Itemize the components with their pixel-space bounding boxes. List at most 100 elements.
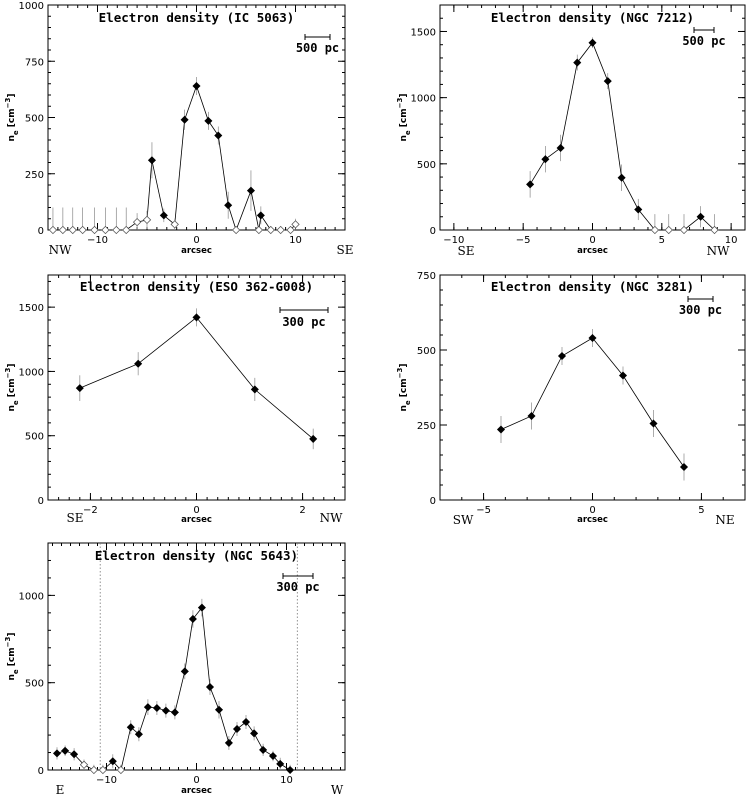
y-tick-label: 0 bbox=[38, 766, 44, 777]
series-line bbox=[529, 41, 715, 231]
panel-ngc3281: −5 0 5 0 250 500 750 Electron density (NGC 3281… bbox=[396, 271, 746, 527]
data-point-open bbox=[254, 225, 264, 235]
y-tick-label: 500 bbox=[25, 432, 44, 443]
y-tick-label: 500 bbox=[417, 346, 436, 357]
data-point bbox=[246, 186, 255, 195]
x-tick-label: 2 bbox=[299, 505, 305, 516]
data-point bbox=[188, 614, 197, 623]
data-point bbox=[573, 58, 582, 67]
series-line bbox=[56, 606, 291, 771]
x-axis-label: arcsec bbox=[181, 786, 212, 796]
data-point bbox=[603, 77, 612, 86]
data-point bbox=[159, 211, 168, 220]
data-point bbox=[204, 116, 213, 125]
y-tick-label: 0 bbox=[430, 496, 436, 507]
data-point bbox=[143, 703, 152, 712]
y-tick-label: 250 bbox=[417, 421, 436, 432]
x-tick-label: 0 bbox=[193, 235, 199, 246]
data-point bbox=[224, 201, 233, 210]
y-tick-label: 1500 bbox=[411, 27, 436, 38]
x-tick-label: 10 bbox=[280, 775, 293, 786]
y-tick-label: 500 bbox=[25, 679, 44, 690]
y-tick-label: 750 bbox=[417, 271, 436, 282]
data-point-open bbox=[122, 225, 131, 235]
data-point bbox=[70, 750, 79, 759]
data-point-open bbox=[142, 215, 152, 225]
series-line bbox=[53, 84, 296, 232]
y-tick-label: 1000 bbox=[19, 367, 44, 378]
data-point bbox=[256, 211, 265, 220]
y-tick-label: 0 bbox=[38, 226, 44, 237]
data-point bbox=[161, 706, 170, 715]
data-point-open bbox=[48, 225, 58, 235]
y-tick-label: 0 bbox=[430, 226, 436, 237]
chart-title: Electron density (ESO 362-G008) bbox=[80, 279, 313, 294]
data-point bbox=[214, 131, 223, 140]
data-point-open bbox=[650, 225, 660, 235]
data-point-open bbox=[112, 225, 121, 235]
chart-title: Electron density (NGC 7212) bbox=[491, 10, 694, 25]
y-axis-label: ne [cm−3] bbox=[4, 93, 20, 141]
data-point-open bbox=[132, 217, 142, 227]
data-point bbox=[126, 723, 135, 732]
data-point bbox=[259, 745, 268, 754]
data-point bbox=[214, 705, 224, 714]
series-line bbox=[500, 337, 685, 468]
chart-title: Electron density (NGC 3281) bbox=[491, 279, 694, 294]
y-axis-label: ne [cm−3] bbox=[396, 93, 412, 141]
panel-ic5063: −10 0 10 0 250 500 750 1000 Electron density (IC… bbox=[4, 1, 353, 257]
data-point-open bbox=[710, 225, 719, 235]
data-point bbox=[309, 434, 318, 443]
data-point-open bbox=[89, 765, 99, 775]
data-point-open bbox=[291, 220, 300, 229]
data-point bbox=[52, 749, 62, 758]
panel-eso362: −2 0 2 0 500 1000 1500 Electron density (ESO 36… bbox=[4, 274, 346, 525]
y-axis-label: ne [cm−3] bbox=[4, 363, 20, 411]
data-point bbox=[527, 411, 536, 421]
x-tick-label: 5 bbox=[698, 505, 704, 516]
x-tick-label: −10 bbox=[87, 235, 108, 246]
y-tick-label: 250 bbox=[25, 170, 44, 181]
x-tick-label: 0 bbox=[589, 235, 595, 246]
data-point bbox=[286, 765, 295, 775]
data-point bbox=[224, 738, 233, 747]
x-tick-label: 0 bbox=[589, 505, 595, 516]
y-tick-label: 0 bbox=[38, 496, 44, 507]
data-point bbox=[276, 759, 285, 768]
chart-title: Electron density (NGC 5643) bbox=[95, 548, 298, 563]
data-point-open bbox=[170, 220, 179, 229]
data-point bbox=[134, 359, 143, 368]
data-point bbox=[250, 729, 259, 738]
data-point-open bbox=[78, 225, 87, 235]
direction-label-right: SE bbox=[337, 243, 354, 257]
data-point bbox=[696, 212, 705, 221]
direction-label-right: W bbox=[331, 783, 344, 796]
y-tick-label: 1000 bbox=[19, 591, 44, 602]
data-point bbox=[526, 180, 535, 189]
data-point bbox=[192, 81, 201, 91]
data-point bbox=[180, 115, 189, 124]
panel-ngc7212: −10 −5 0 5 10 0 500 1000 1500 Electron density (N… bbox=[396, 4, 746, 258]
data-point bbox=[588, 38, 597, 47]
x-tick-label: −10 bbox=[443, 235, 464, 246]
data-point-open bbox=[90, 225, 99, 235]
direction-label-right: NW bbox=[320, 511, 344, 525]
data-point bbox=[180, 667, 189, 676]
data-point-open bbox=[276, 225, 285, 235]
data-point-open bbox=[79, 760, 89, 769]
y-tick-label: 1000 bbox=[411, 94, 436, 105]
y-axis-label: ne [cm−3] bbox=[396, 363, 412, 411]
data-point bbox=[557, 351, 567, 361]
data-point-open bbox=[116, 765, 126, 775]
y-axis-label: ne [cm−3] bbox=[4, 632, 20, 680]
x-axis-label: arcsec bbox=[577, 246, 608, 256]
data-point bbox=[108, 757, 117, 766]
scale-bar-label: 500 pc bbox=[296, 41, 339, 55]
data-point-open bbox=[286, 225, 295, 235]
data-point bbox=[617, 173, 626, 182]
x-axis-label: arcsec bbox=[181, 246, 212, 256]
x-axis-label: arcsec bbox=[577, 515, 608, 525]
y-tick-label: 500 bbox=[25, 114, 44, 125]
data-point bbox=[147, 156, 156, 165]
series-line bbox=[79, 316, 314, 440]
